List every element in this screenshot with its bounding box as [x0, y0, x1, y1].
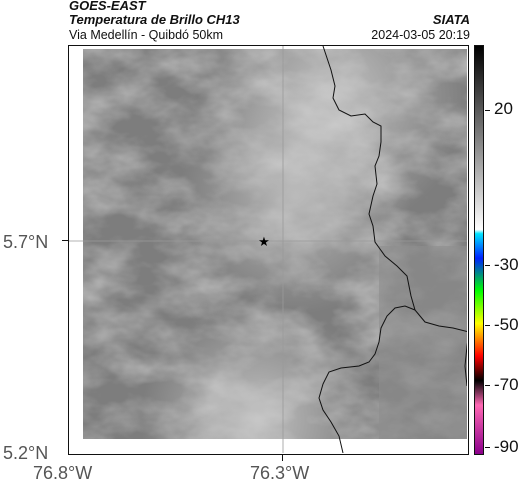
colorbar-tick: [485, 265, 490, 266]
colorbar-label-minus90: -90: [494, 437, 519, 456]
product-title: GOES-EAST: [69, 0, 146, 13]
colorbar-label-minus30: -30: [494, 255, 519, 274]
department-border-east: [464, 342, 467, 387]
brand-label: SIATA: [432, 12, 470, 27]
datetime-label: 2024-03-05 20:19: [371, 28, 470, 42]
department-border-south: [318, 305, 416, 453]
location-label: Via Medellín - Quibdó 50km: [69, 28, 224, 42]
colorbar-tick: [485, 110, 490, 111]
lon-tick: [282, 455, 283, 461]
star-icon[interactable]: ★: [258, 234, 270, 249]
department-border-north: [322, 46, 467, 333]
colorbar-label-minus50: -50: [494, 315, 519, 334]
lat-label-top: 5.7°N: [3, 232, 49, 252]
colorbar: [474, 45, 484, 455]
product-subtitle: Temperatura de Brillo CH13: [69, 12, 240, 27]
lat-tick: [62, 240, 68, 241]
colorbar-tick: [485, 447, 490, 448]
satellite-map[interactable]: ★: [68, 45, 469, 455]
lon-label-left: 76.8°W: [33, 463, 93, 483]
lat-label-bottom: 5.2°N: [3, 443, 49, 463]
colorbar-label-minus70: -70: [494, 375, 519, 394]
colorbar-tick: [485, 325, 490, 326]
lon-label-right: 76.3°W: [250, 463, 310, 483]
colorbar-label-20: 20: [494, 99, 513, 118]
east-lowland: [379, 246, 467, 439]
colorbar-tick: [485, 385, 490, 386]
